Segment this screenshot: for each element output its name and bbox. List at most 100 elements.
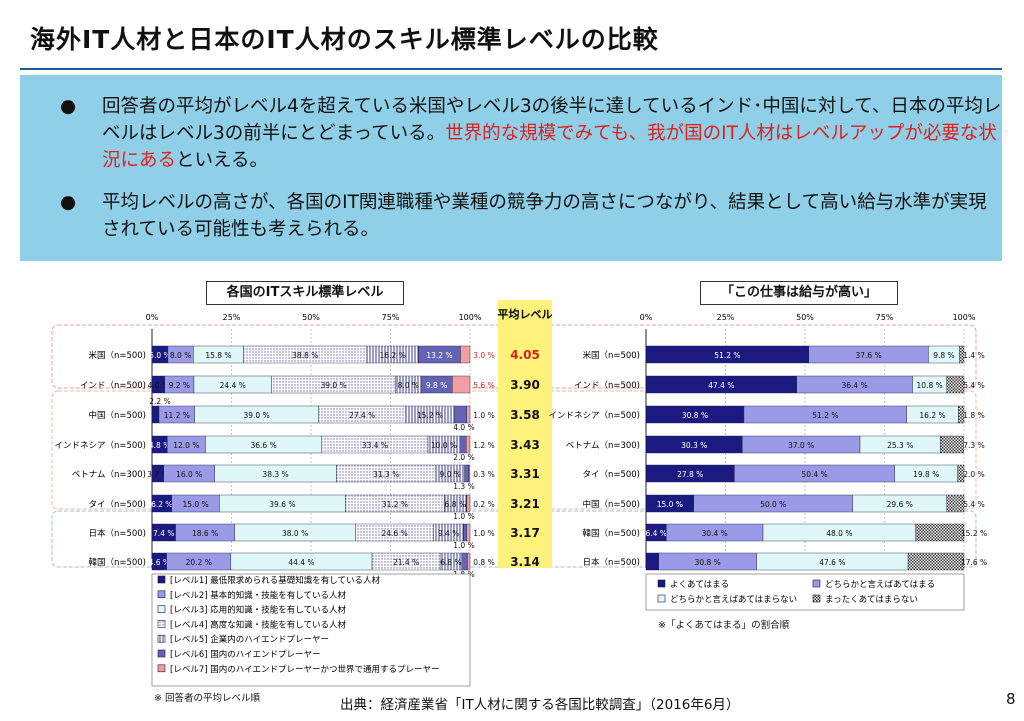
left-chart-data-label: 18.6 % (192, 529, 218, 538)
summary-bullet-1-text: 回答者の平均がレベル4を超えている米国やレベル3の後半に達しているインド･中国に… (102, 93, 1002, 174)
left-chart-data-label: 1.0 % (473, 411, 494, 420)
left-chart-data-label: 0.8 % (473, 558, 494, 567)
left-chart-data-label: 0.2 % (473, 500, 494, 509)
right-chart-data-label: 6.4 % (645, 529, 666, 538)
average-value: 3.14 (510, 555, 540, 569)
bullet-1-text-highlight: 世界的な規模でみても、我が国のIT人材はレベルアップが必要な状況にある (102, 123, 997, 171)
page-number: 8 (1006, 690, 1016, 708)
left-chart-data-label: 33.4 % (362, 441, 388, 450)
left-chart-data-label: 36.6 % (251, 441, 277, 450)
left-chart-data-label: 8.0 % (170, 351, 191, 360)
right-chart-data-label: 30.3 % (681, 441, 707, 450)
left-chart-data-label: 7.4 % (153, 529, 174, 538)
left-chart-data-label: 9.8 % (426, 381, 447, 390)
average-value: 3.43 (510, 438, 540, 452)
left-chart-bar-segment (466, 494, 471, 513)
summary-box: ● 回答者の平均がレベル4を超えている米国やレベル3の後半に達しているインド･中… (20, 75, 1002, 261)
right-chart-data-label: 36.4 % (841, 381, 867, 390)
left-legend-label: [レベル2] 基本的知識・技能を有している人材 (170, 590, 346, 601)
left-chart-data-label: 39.6 % (269, 500, 295, 509)
right-legend-swatch (812, 594, 821, 603)
right-chart-data-label: 17.6 % (961, 558, 987, 567)
left-chart-data-label: 9.2 % (169, 381, 190, 390)
right-chart-data-label: 9.8 % (933, 351, 954, 360)
summary-bullet-2-text: 平均レベルの高さが、各国のIT関連職種や業種の競争力の高さにつながり、結果として… (102, 192, 987, 240)
right-legend-label: よくあてはまる (670, 580, 729, 590)
right-chart-data-label: 25.3 % (887, 441, 913, 450)
left-chart-data-label: 38.3 % (262, 470, 288, 479)
left-chart-data-label: 24.6 % (382, 529, 408, 538)
left-chart-data-label: 10.0 % (431, 441, 457, 450)
average-value: 3.58 (510, 408, 540, 422)
right-chart-bar-segment (645, 552, 659, 571)
left-chart-data-label: 9.4 % (438, 529, 459, 538)
left-legend-swatch (157, 649, 166, 658)
left-legend-swatch (157, 575, 166, 584)
right-chart-data-label: 47.4 % (708, 381, 734, 390)
left-chart-data-label: 15.0 % (182, 500, 208, 509)
right-chart-bar-segment (915, 523, 965, 542)
right-chart-data-label: 16.2 % (919, 411, 945, 420)
left-chart-data-label: 0.3 % (473, 470, 494, 479)
right-chart-data-label: 19.8 % (913, 470, 939, 479)
left-chart-data-label: 44.4 % (288, 558, 314, 567)
left-legend-label: [レベル7] 国内のハイエンドプレーヤーかつ世界で通用するプレーヤー (170, 664, 440, 675)
right-chart-data-label: 30.8 % (682, 411, 708, 420)
left-chart-data-label: 2.0 % (453, 453, 474, 462)
right-chart-category-label: 中国（n=500) (582, 499, 640, 510)
left-chart-bar-segment (459, 435, 467, 454)
left-chart-category-label: 日本（n=500) (88, 528, 146, 539)
left-legend-swatch (157, 620, 166, 628)
right-chart-data-label: 2.0 % (963, 470, 984, 479)
left-chart-bar-segment (451, 375, 471, 394)
left-chart-data-label: 8.0 % (398, 381, 419, 390)
right-chart-title: 「この仕事は給与が高い」 (700, 281, 898, 305)
right-chart-bar-segment (957, 464, 965, 483)
bullet-1-text-a: 回答者の平均がレベル4を超えている米国やレベル3の後半に達しているインド･中国に… (102, 96, 1002, 144)
right-chart-data-label: 30.8 % (695, 558, 721, 567)
left-chart-title: 各国のITスキル標準レベル (206, 281, 404, 305)
left-chart-data-label: 31.2 % (382, 500, 408, 509)
left-chart-data-label: 24.4 % (220, 381, 246, 390)
right-chart-category-label: インドネシア（n=500) (548, 410, 640, 421)
left-chart-category-label: ベトナム（n=300) (72, 469, 146, 480)
left-chart-bar-segment (463, 523, 468, 542)
left-chart-bar-segment (461, 552, 468, 571)
right-chart-category-label: 韓国（n=500) (582, 528, 640, 539)
left-chart-data-label: 3.0 % (473, 351, 494, 360)
right-chart-bar-segment (946, 375, 965, 394)
left-chart-data-label: 27.4 % (349, 411, 375, 420)
left-legend-label: [レベル6] 国内のハイエンドプレーヤー (170, 649, 321, 660)
right-chart-data-label: 5.4 % (963, 381, 984, 390)
left-chart-data-label: 5.0 % (149, 351, 170, 360)
page-title: 海外IT人材と日本のIT人材のスキル標準レベルの比較 (30, 25, 659, 54)
right-chart-tick-label: 25% (717, 313, 735, 322)
average-value: 3.90 (510, 378, 540, 392)
right-chart-category-label: 米国（n=500) (582, 350, 640, 361)
left-chart-data-label: 4.0 % (453, 423, 474, 432)
right-chart-data-label: 15.0 % (657, 500, 683, 509)
right-chart-data-label: 27.8 % (677, 470, 703, 479)
right-chart-data-label: 51.2 % (812, 411, 838, 420)
left-chart-data-label: 4.6 % (149, 558, 170, 567)
right-chart-category-label: インド（n=500) (574, 380, 640, 391)
left-chart-data-label: 31.3 % (373, 470, 399, 479)
left-chart-data-label: 16.2 % (380, 351, 406, 360)
left-chart-bar-segment (151, 405, 160, 424)
title-underline (20, 68, 1002, 70)
left-chart-bar-segment (466, 405, 471, 424)
right-chart-bar-segment (946, 494, 965, 513)
right-chart-data-label: 30.4 % (702, 529, 728, 538)
left-chart-data-label: 3.7 % (147, 470, 168, 479)
average-value: 3.21 (510, 497, 540, 511)
left-chart-tick-label: 75% (382, 313, 400, 322)
left-chart-category-label: 米国（n=500) (88, 350, 146, 361)
left-legend-box (151, 573, 471, 687)
left-chart-data-label: 12.0 % (173, 441, 199, 450)
left-chart-data-label: 4.8 % (149, 441, 170, 450)
left-chart-data-label: 1.2 % (473, 441, 494, 450)
right-legend-label: まったくあてはまらない (825, 595, 918, 605)
right-chart-data-label: 48.0 % (826, 529, 852, 538)
left-chart-data-label: 1.0 % (473, 529, 494, 538)
right-chart-bar-segment (940, 435, 964, 454)
